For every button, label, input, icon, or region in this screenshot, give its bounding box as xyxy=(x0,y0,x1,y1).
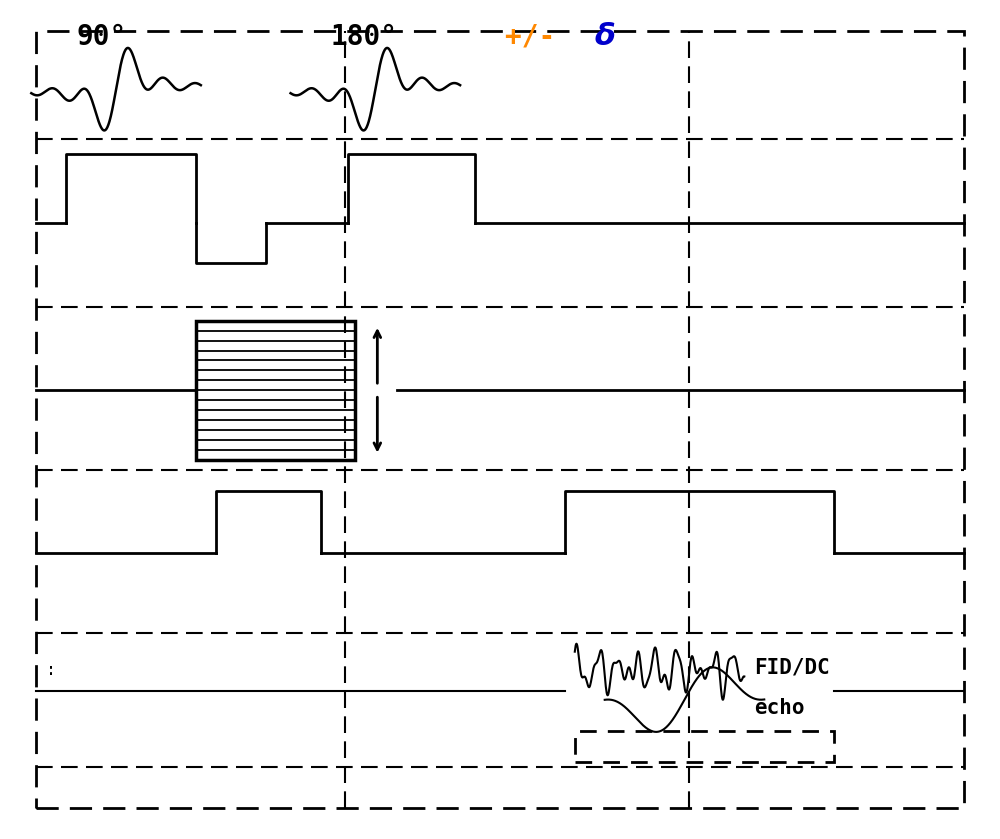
Text: 180°: 180° xyxy=(330,23,397,51)
Text: δ: δ xyxy=(595,22,616,51)
Text: echo: echo xyxy=(754,698,805,718)
Text: +/-: +/- xyxy=(505,23,572,51)
Text: 90°: 90° xyxy=(76,23,126,51)
Bar xyxy=(575,731,834,763)
Text: :: : xyxy=(46,660,56,679)
Text: FID/DC: FID/DC xyxy=(754,658,830,678)
Bar xyxy=(196,320,355,460)
